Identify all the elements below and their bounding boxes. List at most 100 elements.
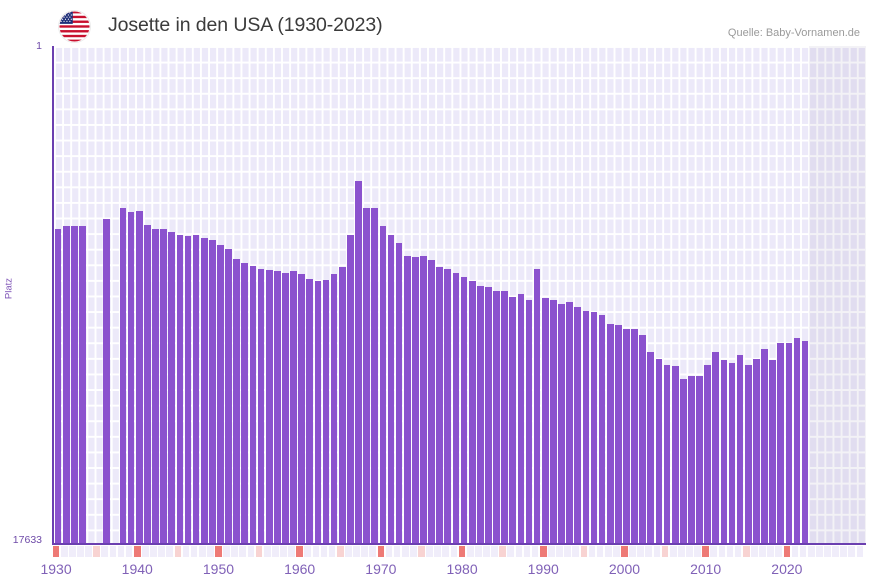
bar[interactable] bbox=[160, 229, 167, 543]
bar[interactable] bbox=[135, 210, 143, 543]
bar[interactable] bbox=[184, 236, 192, 543]
bar[interactable] bbox=[119, 208, 127, 543]
bar[interactable] bbox=[249, 265, 257, 543]
bar[interactable] bbox=[330, 274, 338, 543]
bar[interactable] bbox=[566, 302, 573, 543]
bar[interactable] bbox=[720, 360, 728, 543]
bar[interactable] bbox=[501, 291, 509, 543]
bar[interactable] bbox=[420, 255, 427, 543]
bar[interactable] bbox=[801, 340, 809, 543]
bar[interactable] bbox=[509, 296, 517, 543]
bar[interactable] bbox=[550, 299, 557, 543]
x-tick-cell bbox=[840, 546, 848, 557]
bar[interactable] bbox=[736, 354, 744, 543]
bar[interactable] bbox=[460, 277, 468, 543]
bar[interactable] bbox=[282, 272, 289, 543]
bar[interactable] bbox=[533, 268, 541, 543]
bar[interactable] bbox=[468, 281, 476, 543]
bar[interactable] bbox=[444, 268, 452, 543]
bar[interactable] bbox=[428, 260, 435, 543]
x-tick-cell bbox=[409, 546, 417, 557]
bar[interactable] bbox=[614, 325, 622, 543]
bar[interactable] bbox=[103, 219, 111, 543]
x-tick-label: 1990 bbox=[527, 561, 559, 577]
bar[interactable] bbox=[647, 351, 655, 543]
bar[interactable] bbox=[208, 240, 216, 543]
x-tick-cell bbox=[280, 546, 287, 557]
bar[interactable] bbox=[590, 312, 598, 543]
y-axis-tick-label-bottom: 17633 bbox=[12, 534, 42, 546]
bar[interactable] bbox=[379, 226, 387, 543]
x-tick-cell bbox=[263, 546, 271, 557]
bar[interactable] bbox=[777, 343, 785, 543]
bar[interactable] bbox=[744, 364, 752, 543]
bar[interactable] bbox=[273, 271, 281, 543]
bar[interactable] bbox=[314, 281, 322, 543]
bar[interactable] bbox=[663, 364, 671, 543]
bar[interactable] bbox=[525, 299, 533, 543]
bar[interactable] bbox=[606, 323, 614, 543]
bar[interactable] bbox=[265, 270, 273, 543]
bar[interactable] bbox=[70, 226, 78, 543]
bar[interactable] bbox=[225, 248, 232, 543]
bar[interactable] bbox=[785, 343, 793, 543]
bar[interactable] bbox=[712, 351, 720, 543]
bar[interactable] bbox=[582, 310, 590, 543]
bar[interactable] bbox=[688, 375, 695, 543]
bar[interactable] bbox=[387, 234, 395, 543]
bar[interactable] bbox=[217, 244, 224, 543]
bar[interactable] bbox=[411, 257, 419, 543]
bar[interactable] bbox=[371, 208, 379, 543]
bar[interactable] bbox=[54, 229, 62, 543]
bar[interactable] bbox=[347, 234, 354, 543]
bar[interactable] bbox=[623, 329, 630, 543]
bar[interactable] bbox=[452, 272, 460, 543]
bar[interactable] bbox=[541, 298, 549, 543]
bar[interactable] bbox=[728, 363, 736, 543]
bar[interactable] bbox=[631, 329, 638, 543]
bar[interactable] bbox=[574, 306, 582, 543]
bar[interactable] bbox=[192, 234, 200, 543]
bar[interactable] bbox=[395, 243, 403, 543]
bar[interactable] bbox=[598, 315, 606, 543]
bar[interactable] bbox=[671, 365, 679, 543]
bar[interactable] bbox=[241, 263, 249, 543]
bar[interactable] bbox=[493, 291, 500, 543]
bar[interactable] bbox=[363, 208, 370, 543]
bar[interactable] bbox=[176, 234, 184, 543]
bar[interactable] bbox=[290, 271, 297, 543]
bar[interactable] bbox=[485, 286, 492, 543]
bar[interactable] bbox=[152, 229, 159, 543]
bar[interactable] bbox=[298, 274, 306, 543]
bar[interactable] bbox=[306, 278, 314, 543]
bar[interactable] bbox=[793, 337, 801, 543]
bar[interactable] bbox=[436, 267, 444, 543]
bar[interactable] bbox=[696, 375, 703, 543]
bar[interactable] bbox=[761, 349, 768, 543]
bar[interactable] bbox=[639, 334, 647, 543]
bar[interactable] bbox=[144, 224, 151, 543]
bar[interactable] bbox=[338, 267, 346, 543]
bar[interactable] bbox=[127, 212, 135, 543]
bar[interactable] bbox=[168, 232, 176, 543]
bar[interactable] bbox=[62, 226, 70, 543]
bar[interactable] bbox=[355, 181, 362, 543]
bar[interactable] bbox=[476, 285, 484, 543]
bar[interactable] bbox=[558, 303, 565, 543]
x-tick-cell bbox=[125, 546, 133, 557]
x-tick-cell bbox=[539, 546, 547, 557]
bar[interactable] bbox=[704, 364, 712, 543]
bar[interactable] bbox=[679, 378, 687, 543]
bar[interactable] bbox=[403, 255, 411, 543]
x-tick-cell bbox=[239, 546, 247, 557]
x-tick-cell bbox=[548, 546, 555, 557]
bar[interactable] bbox=[655, 358, 663, 543]
bar[interactable] bbox=[517, 294, 525, 543]
bar[interactable] bbox=[769, 360, 776, 543]
bar[interactable] bbox=[233, 258, 241, 543]
bar[interactable] bbox=[200, 237, 208, 543]
bar[interactable] bbox=[79, 226, 86, 543]
bar[interactable] bbox=[322, 279, 330, 543]
bar[interactable] bbox=[257, 268, 265, 543]
bar[interactable] bbox=[753, 358, 760, 543]
